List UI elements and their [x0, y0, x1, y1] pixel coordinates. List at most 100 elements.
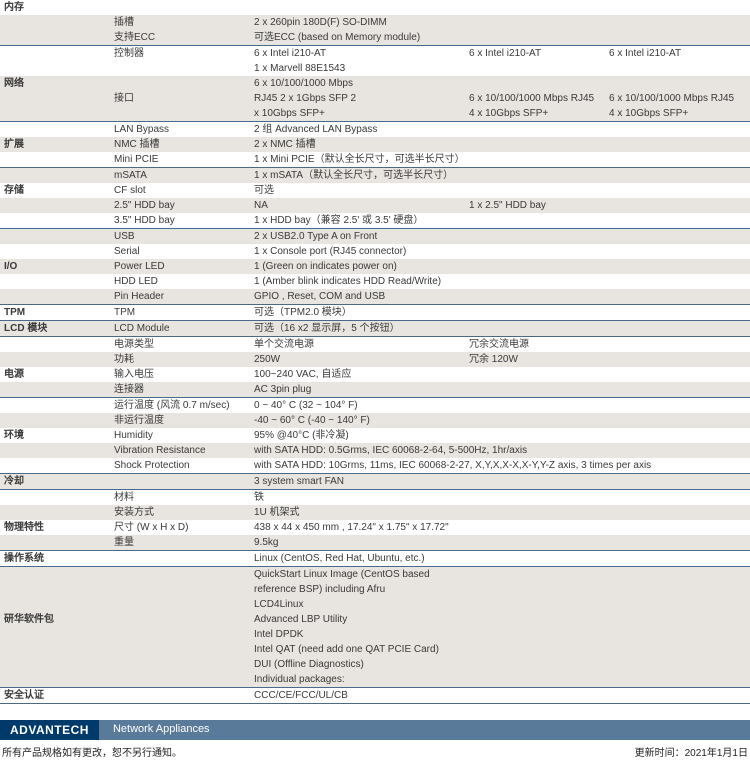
- subcategory-cell: 2.5" HDD bay: [110, 198, 250, 213]
- value-cell: 250W: [250, 352, 465, 367]
- value-cell: GPIO , Reset, COM and USB: [250, 289, 465, 305]
- value-cell: 2 x USB2.0 Type A on Front: [250, 229, 465, 245]
- subcategory-cell: LAN Bypass: [110, 122, 250, 138]
- value-cell: 438 x 44 x 450 mm , 17.24" x 1.75" x 17.…: [250, 520, 465, 535]
- value-cell: 1U 机架式: [250, 505, 465, 520]
- value-cell: [465, 642, 605, 657]
- value-cell: [605, 490, 750, 506]
- value-cell: 2 x NMC 插槽: [250, 137, 465, 152]
- table-row: 扩展NMC 插槽2 x NMC 插槽: [0, 137, 750, 152]
- value-cell: [605, 428, 750, 443]
- value-cell: [605, 198, 750, 213]
- value-cell: [465, 137, 605, 152]
- subcategory-cell: [110, 106, 250, 122]
- subcategory-cell: 控制器: [110, 46, 250, 62]
- table-row: 存储CF slot可选: [0, 183, 750, 198]
- category-cell: [0, 398, 110, 414]
- value-cell: [465, 672, 605, 688]
- value-cell: [465, 168, 605, 184]
- value-cell: 100~240 VAC, 自适应: [250, 367, 465, 382]
- table-row: 研华软件包Advanced LBP Utility: [0, 612, 750, 627]
- table-row: Mini PCIE1 x Mini PCIE（默认全长尺寸，可选半长尺寸）: [0, 152, 750, 168]
- value-cell: 6 x Intel i210-AT: [605, 46, 750, 62]
- category-cell: [0, 61, 110, 76]
- category-cell: [0, 657, 110, 672]
- category-cell: [0, 91, 110, 106]
- subcategory-cell: 电源类型: [110, 337, 250, 353]
- table-row: 运行温度 (风流 0.7 m/sec)0 ~ 40° C (32 ~ 104° …: [0, 398, 750, 414]
- subcategory-cell: 支持ECC: [110, 30, 250, 46]
- subcategory-cell: 尺寸 (W x H x D): [110, 520, 250, 535]
- subcategory-cell: LCD Module: [110, 321, 250, 337]
- subcategory-cell: Power LED: [110, 259, 250, 274]
- value-cell: AC 3pin plug: [250, 382, 465, 398]
- value-cell: [605, 259, 750, 274]
- value-cell: [465, 551, 605, 567]
- category-cell: 网络: [0, 76, 110, 91]
- table-row: DUI (Offline Diagnostics): [0, 657, 750, 672]
- value-cell: [605, 413, 750, 428]
- value-cell: 1 x 2.5" HDD bay: [465, 198, 605, 213]
- value-cell: 可选ECC (based on Memory module): [250, 30, 465, 46]
- subcategory-cell: [110, 627, 250, 642]
- value-cell: [605, 382, 750, 398]
- value-cell: 冗余交流电源: [465, 337, 605, 353]
- value-cell: CCC/CE/FCC/UL/CB: [250, 688, 465, 704]
- value-cell: QuickStart Linux Image (CentOS based: [250, 567, 465, 583]
- table-row: 功耗250W冗余 120W: [0, 352, 750, 367]
- value-cell: [465, 688, 605, 704]
- value-cell: [605, 337, 750, 353]
- value-cell: 1 x Marvell 88E1543: [250, 61, 465, 76]
- value-cell: [605, 30, 750, 46]
- category-cell: [0, 490, 110, 506]
- category-cell: 扩展: [0, 137, 110, 152]
- category-cell: 物理特性: [0, 520, 110, 535]
- footer-note-right: 更新时间：2021年1月1日: [635, 744, 748, 759]
- value-cell: [465, 582, 605, 597]
- subcategory-cell: 输入电压: [110, 367, 250, 382]
- category-cell: [0, 46, 110, 62]
- table-row: 操作系统Linux (CentOS, Red Hat, Ubuntu, etc.…: [0, 551, 750, 567]
- subcategory-cell: 插槽: [110, 15, 250, 30]
- value-cell: [465, 0, 605, 15]
- subcategory-cell: 功耗: [110, 352, 250, 367]
- category-cell: I/O: [0, 259, 110, 274]
- category-cell: [0, 168, 110, 184]
- subcategory-cell: [110, 597, 250, 612]
- subcategory-cell: [110, 474, 250, 490]
- table-row: TPMTPM可选（TPM2.0 模块）: [0, 305, 750, 321]
- subcategory-cell: [110, 612, 250, 627]
- value-cell: 1 x HDD bay（兼容 2.5' 或 3.5' 硬盘）: [250, 213, 465, 229]
- brand-logo: ADVANTECH: [0, 720, 99, 740]
- value-cell: [605, 321, 750, 337]
- value-cell: [605, 244, 750, 259]
- subcategory-cell: [110, 672, 250, 688]
- value-cell: [605, 582, 750, 597]
- subcategory-cell: 连接器: [110, 382, 250, 398]
- value-cell: Advanced LBP Utility: [250, 612, 465, 627]
- value-cell: [605, 213, 750, 229]
- value-cell: Linux (CentOS, Red Hat, Ubuntu, etc.): [250, 551, 465, 567]
- subcategory-cell: 接口: [110, 91, 250, 106]
- table-row: 环境Humidity95% @40°C (非冷凝): [0, 428, 750, 443]
- table-row: LCD 模块LCD Module可选（16 x2 显示屏，5 个按钮）: [0, 321, 750, 337]
- value-cell: [605, 535, 750, 551]
- subcategory-cell: [110, 61, 250, 76]
- value-cell: 2 x 260pin 180D(F) SO-DIMM: [250, 15, 465, 30]
- value-cell: 6 x Intel i210-AT: [465, 46, 605, 62]
- category-cell: [0, 382, 110, 398]
- value-cell: [605, 137, 750, 152]
- subcategory-cell: NMC 插槽: [110, 137, 250, 152]
- table-row: 冷却3 system smart FAN: [0, 474, 750, 490]
- table-row: 内存: [0, 0, 750, 15]
- subcategory-cell: 3.5" HDD bay: [110, 213, 250, 229]
- category-cell: [0, 458, 110, 474]
- category-cell: [0, 582, 110, 597]
- category-cell: 内存: [0, 0, 110, 15]
- subcategory-cell: Shock Protection: [110, 458, 250, 474]
- value-cell: [465, 122, 605, 138]
- category-cell: [0, 413, 110, 428]
- value-cell: [465, 535, 605, 551]
- value-cell: [465, 505, 605, 520]
- subcategory-cell: mSATA: [110, 168, 250, 184]
